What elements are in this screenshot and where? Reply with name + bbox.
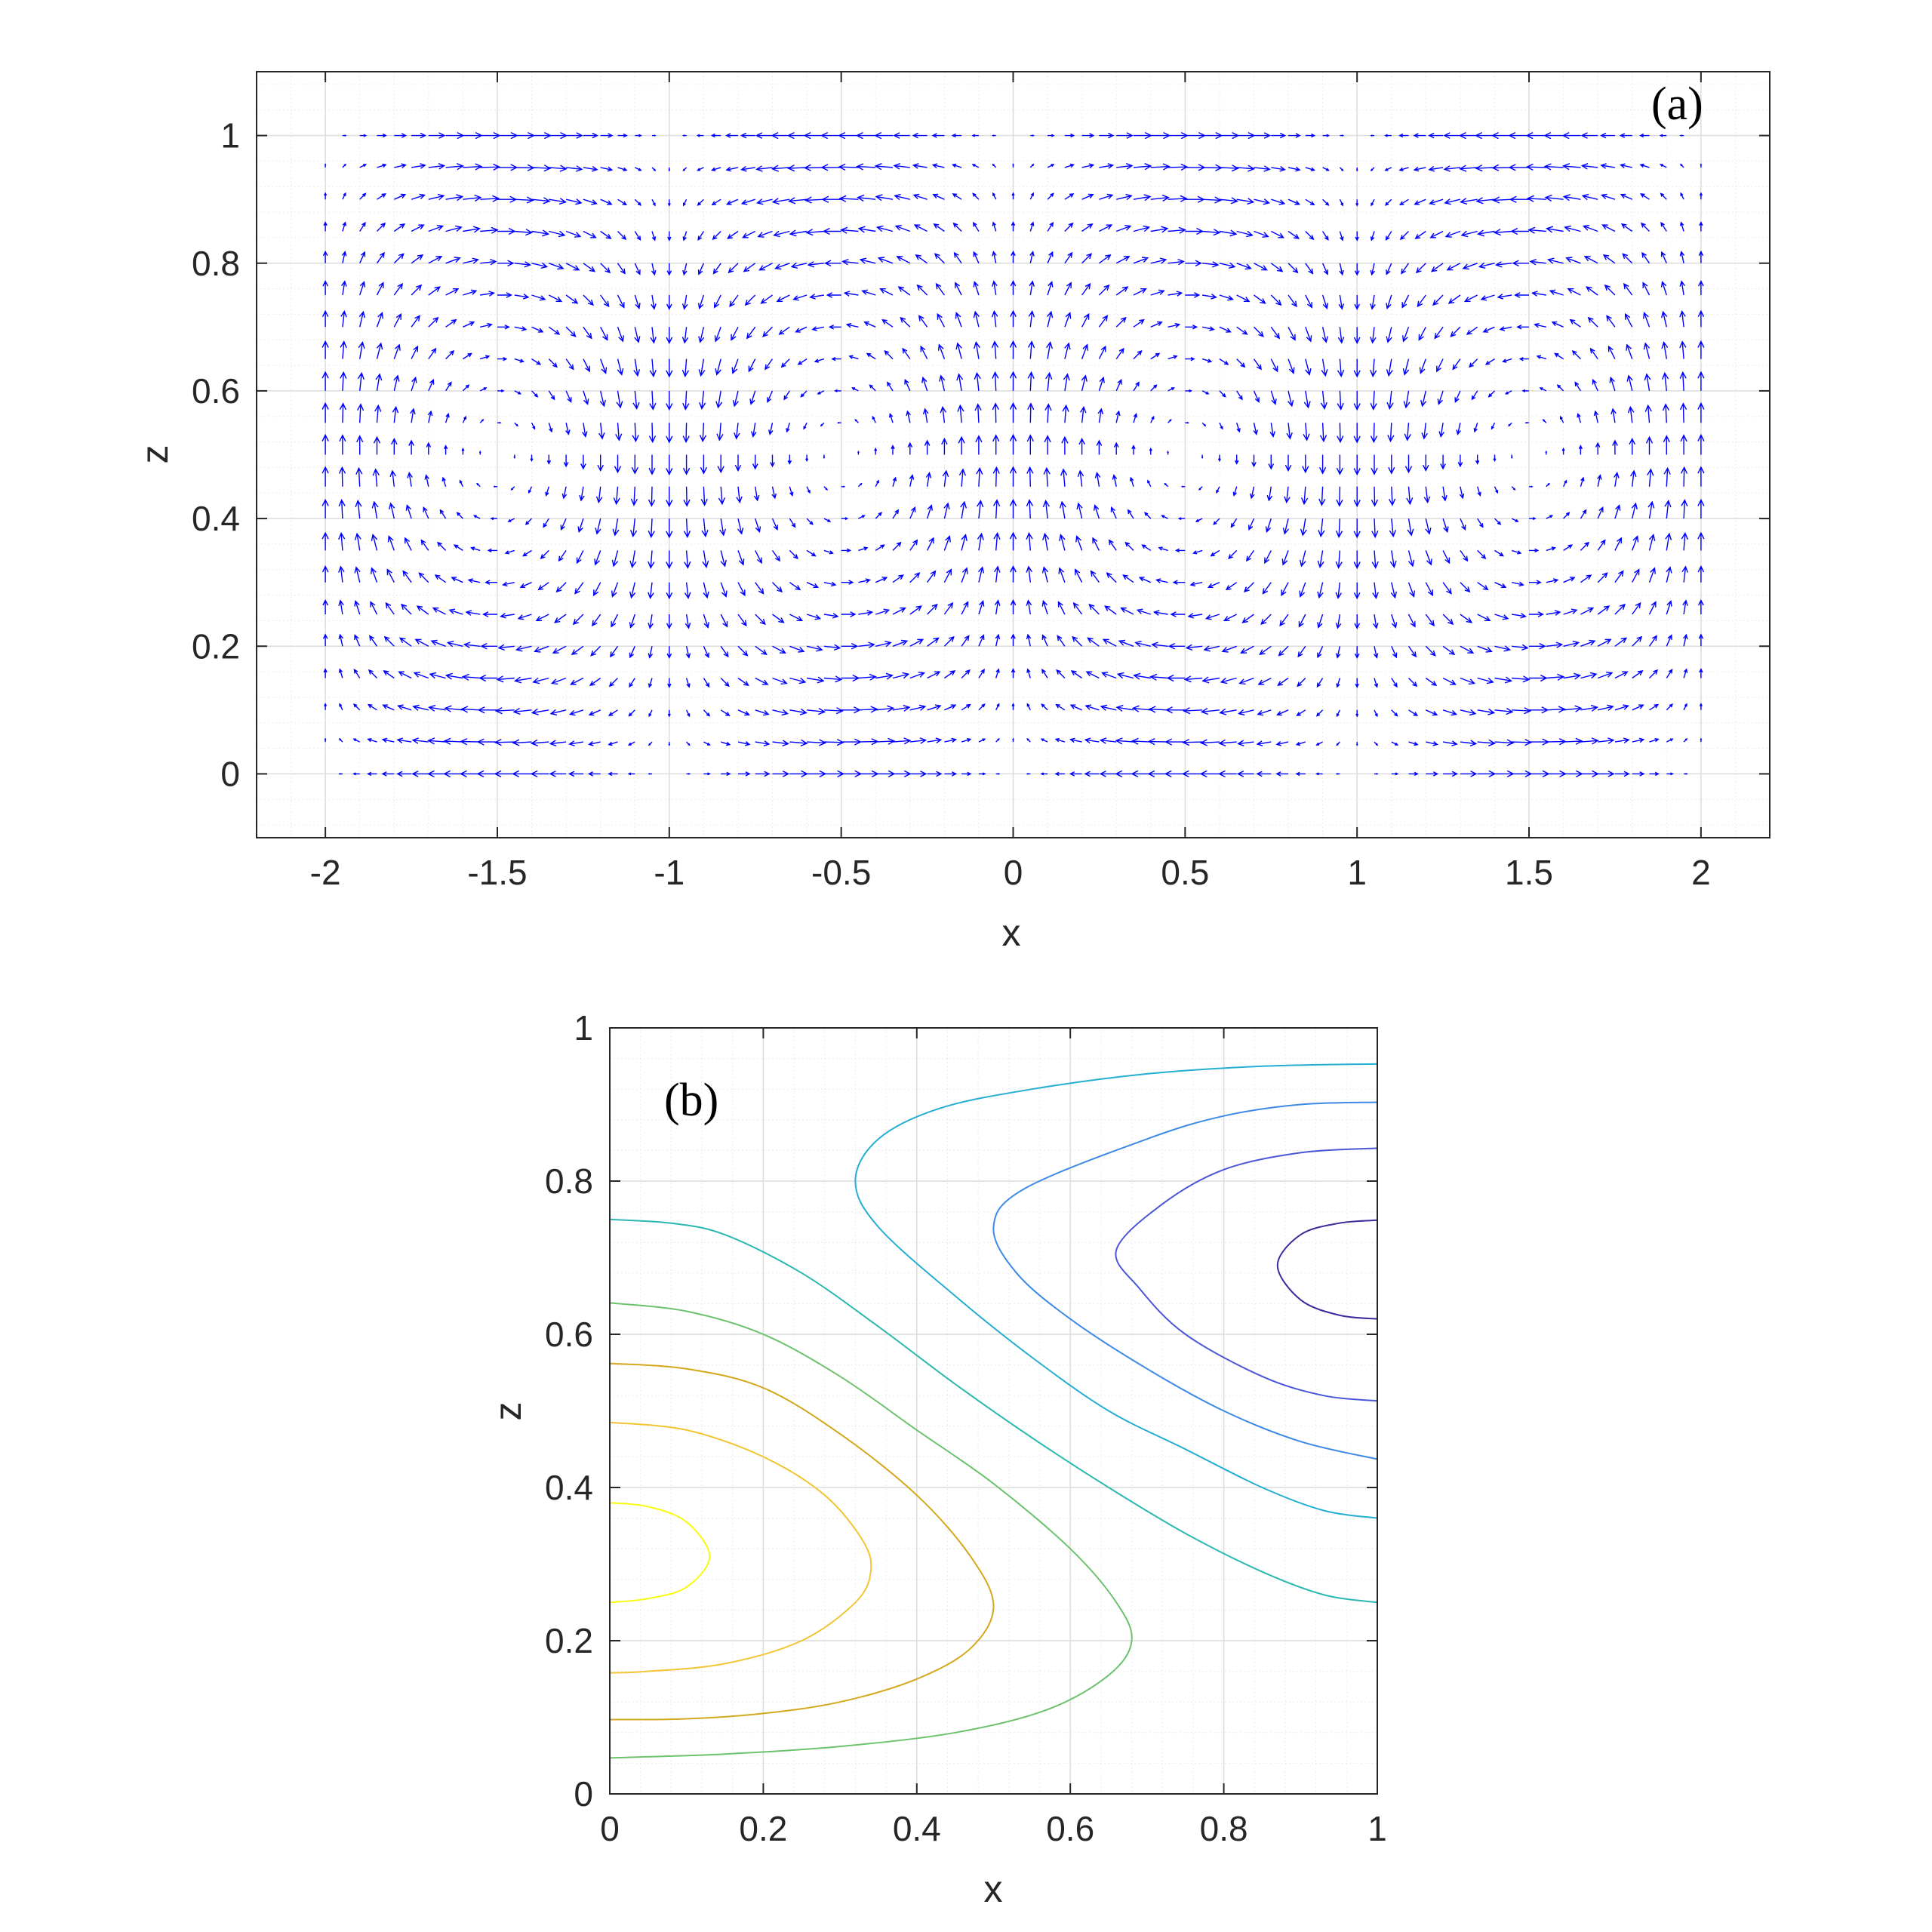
contour-line-5 bbox=[609, 1218, 1378, 1604]
a-x-tick-label: -1.5 bbox=[467, 853, 527, 892]
b-x-tick-label: 0.8 bbox=[1200, 1809, 1248, 1848]
contour-line-4 bbox=[609, 1302, 1133, 1759]
contour-line-1 bbox=[609, 1502, 711, 1604]
b-x-tick-label: 1 bbox=[1367, 1809, 1387, 1848]
panel-label-b: (b) bbox=[664, 1075, 718, 1126]
ticks-a: -2 -1.5 -1 -0.5 0 0.5 1 1.5 2 0 0.2 0.4 0.6 0.8 1 bbox=[192, 72, 1770, 892]
a-x-tick-label: 0.5 bbox=[1161, 853, 1209, 892]
contour-line-6 bbox=[854, 1063, 1378, 1519]
panel-label-a: (a) bbox=[1651, 78, 1703, 130]
quiver-arrow-field bbox=[321, 131, 1705, 778]
a-x-tick-label: 1 bbox=[1347, 853, 1367, 892]
a-x-tick-label: 2 bbox=[1691, 853, 1711, 892]
a-y-tick-label: 0.2 bbox=[192, 626, 240, 666]
quiver-panel-a: -2 -1.5 -1 -0.5 0 0.5 1 1.5 200.20.40.60.81 (a) … bbox=[134, 71, 1770, 954]
contour-line-3 bbox=[609, 1362, 995, 1721]
axes-box-b bbox=[609, 1027, 1378, 1795]
b-y-tick-label: 0.4 bbox=[545, 1468, 593, 1507]
a-x-tick-label: -2 bbox=[310, 853, 341, 892]
contour-line-9 bbox=[1276, 1219, 1378, 1320]
y-axis-label-b: z bbox=[487, 1402, 529, 1421]
b-x-tick-label: 0.2 bbox=[739, 1809, 787, 1848]
b-x-tick-label: 0.4 bbox=[893, 1809, 941, 1848]
quiver-arrows bbox=[321, 131, 1705, 778]
b-y-tick-label: 0.2 bbox=[545, 1621, 593, 1660]
a-x-tick-label: 1.5 bbox=[1505, 853, 1553, 892]
contour-line-2 bbox=[609, 1421, 872, 1674]
a-x-tick-label: 0 bbox=[1004, 853, 1023, 892]
x-axis-label-a: x bbox=[1002, 912, 1021, 954]
contour-lines bbox=[609, 1063, 1378, 1759]
a-y-tick-label: 0.6 bbox=[192, 371, 240, 411]
b-y-tick-label: 0.8 bbox=[545, 1161, 593, 1201]
contour-line-8 bbox=[1115, 1147, 1378, 1402]
a-x-tick-label: -0.5 bbox=[811, 853, 871, 892]
contour-panel-b: 0 0.2 0.4 0.6 0.8 1 0 0.2 0.4 0.6 0.8 1 (b) x z bbox=[487, 1008, 1387, 1910]
b-y-tick-label: 0.6 bbox=[545, 1315, 593, 1354]
a-y-tick-label: 0 bbox=[220, 754, 240, 793]
x-axis-label-b: x bbox=[984, 1868, 1003, 1910]
contour-line-7 bbox=[992, 1101, 1378, 1460]
a-y-tick-label: 0.8 bbox=[192, 244, 240, 283]
y-axis-label-a: z bbox=[134, 445, 176, 464]
a-y-tick-label: 0.4 bbox=[192, 499, 240, 538]
b-x-tick-label: 0.6 bbox=[1046, 1809, 1094, 1848]
ticks-b: 0 0.2 0.4 0.6 0.8 1 0 0.2 0.4 0.6 0.8 1 bbox=[545, 1008, 1387, 1848]
a-x-tick-label: -1 bbox=[654, 853, 685, 892]
b-y-tick-label: 0 bbox=[574, 1774, 593, 1814]
b-x-tick-label: 0 bbox=[600, 1809, 620, 1848]
a-y-tick-label: 1 bbox=[220, 116, 240, 155]
b-y-tick-label: 1 bbox=[574, 1008, 593, 1048]
